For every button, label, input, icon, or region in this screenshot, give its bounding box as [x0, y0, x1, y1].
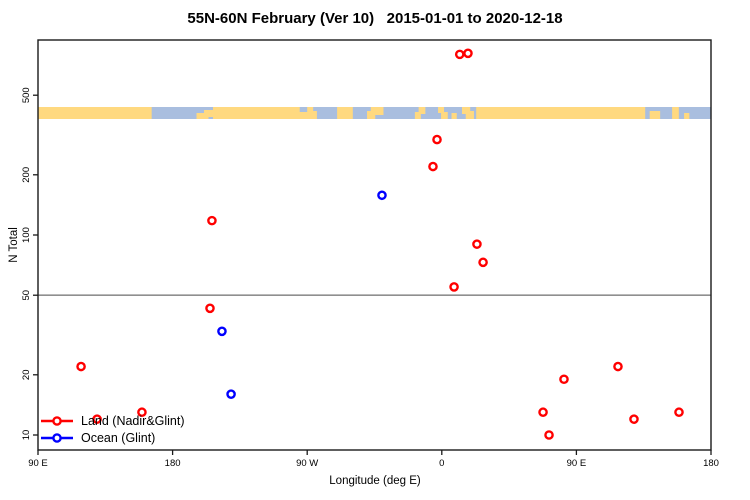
data-point-land [428, 161, 438, 172]
map-strip-land-segment [204, 110, 218, 117]
data-point-land [92, 414, 102, 424]
map-strip-land-segment [414, 112, 421, 119]
y-tick-label: 20 [21, 370, 32, 381]
map-strip-ocean-notch [299, 107, 308, 112]
legend-label-ocean: Ocean (Glint) [81, 431, 156, 445]
data-point-land [137, 407, 147, 418]
land-series-symbol-icon [41, 416, 73, 426]
data-point-ocean [226, 389, 236, 399]
y-tick-label: 50 [21, 290, 32, 301]
data-point-ocean [217, 326, 227, 337]
plot-border [37, 39, 712, 451]
legend: Land (Nadir&Glint) Ocean (Glint) [39, 413, 185, 446]
x-tick-label: 90 E [567, 458, 587, 469]
legend-label-land: Land (Nadir&Glint) [81, 414, 185, 428]
data-point-land [207, 215, 217, 226]
data-point-ocean [377, 190, 387, 201]
map-strip-ocean-notch [313, 107, 321, 111]
x-tick-label: 180 [165, 458, 181, 469]
y-tick-label: 10 [21, 430, 32, 441]
map-strip-land-segment [438, 107, 445, 113]
legend-item-land: Land (Nadir&Glint) [39, 413, 185, 429]
map-strip-land-segment [461, 107, 471, 114]
y-tick-label: 200 [21, 167, 32, 183]
data-point-land [463, 48, 473, 59]
legend-item-ocean: Ocean (Glint) [39, 430, 185, 446]
x-tick-label: 180 [703, 458, 719, 469]
data-point-land [478, 257, 488, 268]
map-strip-land-segment [38, 107, 152, 119]
map-strip-land-segment [672, 107, 679, 119]
data-point-land [629, 414, 639, 424]
data-point-land [674, 407, 684, 418]
map-strip-land-segment [418, 107, 426, 114]
data-point-land [613, 361, 623, 372]
x-axis-title: Longitude (deg E) [329, 475, 421, 487]
map-strip-land-segment [337, 107, 353, 119]
ocean-series-symbol-icon [41, 433, 73, 443]
x-tick-label: 90 W [296, 458, 318, 469]
data-point-land [559, 374, 569, 385]
data-point-land [76, 361, 86, 372]
data-point-land [432, 134, 442, 145]
y-tick-label: 500 [21, 87, 32, 103]
data-point-land [454, 49, 465, 60]
x-tick-label: 0 [439, 458, 444, 469]
chart-title: 55N-60N February (Ver 10) 2015-01-01 to … [187, 10, 563, 27]
y-tick-label: 100 [21, 227, 32, 243]
map-strip-land-segment [441, 112, 448, 119]
data-point-land [449, 282, 459, 292]
map-strip-land-segment [476, 107, 646, 119]
data-point-land [544, 430, 554, 440]
map-strip-land-segment [465, 111, 474, 119]
map-strip-land-segment [212, 107, 317, 119]
map-strip-land-segment [684, 113, 690, 119]
data-point-land [205, 303, 215, 314]
map-strip-land-segment [196, 113, 209, 119]
data-point-land [538, 407, 548, 418]
map-strip-land-segment [451, 113, 457, 119]
map-strip-land-segment [649, 111, 661, 119]
data-point-land [472, 239, 482, 249]
map-strip-land-segment [370, 107, 384, 115]
x-tick-label: 90 E [28, 458, 48, 469]
